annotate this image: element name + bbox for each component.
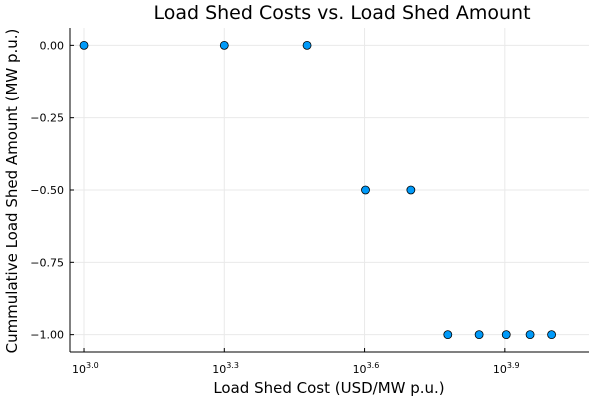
data-point <box>219 40 229 50</box>
x-tick-label: 103.9 <box>493 361 520 376</box>
y-tick-label: −0.25 <box>30 112 64 125</box>
x-tick-exponent: 3.0 <box>86 361 99 370</box>
x-tick-label: 103.0 <box>72 361 99 376</box>
y-axis-label: Cummulative Load Shed Amount (MW p.u.) <box>3 29 21 354</box>
x-tick-exponent: 3.6 <box>367 361 380 370</box>
y-tick-label: −0.50 <box>30 184 64 197</box>
data-point <box>406 185 416 195</box>
chart-title: Load Shed Costs vs. Load Shed Amount <box>153 2 530 24</box>
y-tick-label: 0.00 <box>40 39 65 52</box>
data-point <box>443 330 453 340</box>
y-ticks: 0.00 −0.25 −0.50 −0.75 −1.00 <box>30 39 74 342</box>
y-tick-label: −1.00 <box>30 329 64 342</box>
x-tick-label: 103.6 <box>353 361 380 376</box>
data-points <box>79 40 556 340</box>
x-tick-label: 103.3 <box>212 361 239 376</box>
x-tick-base: 10 <box>72 363 86 376</box>
data-point <box>361 185 370 195</box>
data-point <box>79 40 89 50</box>
data-point <box>474 330 484 340</box>
x-tick-base: 10 <box>353 363 367 376</box>
x-ticks: 103.0 103.3 103.6 103.9 <box>72 348 520 376</box>
x-tick-base: 10 <box>493 363 507 376</box>
x-axis-label: Load Shed Cost (USD/MW p.u.) <box>213 379 444 397</box>
data-point <box>547 330 556 340</box>
data-point <box>501 330 511 340</box>
x-tick-exponent: 3.9 <box>507 361 520 370</box>
grid <box>70 28 589 352</box>
x-tick-exponent: 3.3 <box>226 361 239 370</box>
y-tick-label: −0.75 <box>30 256 64 269</box>
x-tick-base: 10 <box>212 363 226 376</box>
data-point <box>302 40 312 50</box>
data-point <box>525 330 535 340</box>
